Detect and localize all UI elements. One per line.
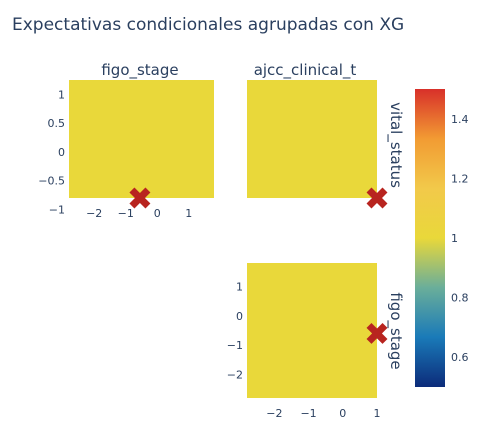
heatmap-cell (247, 80, 377, 198)
x-tick-label: −2 (86, 207, 102, 220)
y-tick-label: −0.5 (38, 175, 65, 188)
x-tick-label: 1 (374, 407, 381, 420)
x-tick-label: 0 (339, 407, 346, 420)
x-tick-label: 0 (154, 207, 161, 220)
data-point-marker[interactable] (129, 187, 151, 209)
y-tick-label: 0 (236, 310, 243, 323)
data-point-marker[interactable] (366, 187, 388, 209)
y-tick-label: −1 (227, 339, 243, 352)
y-tick-label: 0 (58, 146, 65, 159)
panel-figo-stage-row: −2 −1 0 1 1 0 −1 −2 (227, 263, 388, 420)
colorbar-tick-label: 1.2 (451, 172, 469, 185)
x-tick-label: −1 (300, 407, 316, 420)
colorbar: 0.6 0.8 1 1.2 1.4 (415, 89, 469, 387)
chart-title: Expectativas condicionales agrupadas con… (12, 15, 404, 35)
y-tick-label: −1 (49, 204, 65, 217)
facet-label-figo-stage-col: figo_stage (101, 61, 178, 80)
y-tick-label: 0.5 (48, 117, 66, 130)
heatmap-cell (247, 263, 377, 398)
data-point-marker[interactable] (366, 322, 388, 344)
colorbar-tick-label: 0.8 (451, 292, 469, 305)
colorbar-tick-label: 1 (451, 232, 458, 245)
x-tick-label: −2 (266, 407, 282, 420)
panel-figo-stage: −2 −1 0 1 1 0.5 0 −0.5 −1 (38, 80, 214, 220)
facet-label-ajcc-clinical-t-col: ajcc_clinical_t (254, 61, 357, 80)
colorbar-tick-label: 0.6 (451, 351, 469, 364)
y-tick-label: −2 (227, 369, 243, 382)
x-tick-label: 1 (185, 207, 192, 220)
heatmap-cell (69, 80, 214, 198)
facet-label-figo-stage-row: figo_stage (386, 292, 405, 369)
facet-label-vital-status-row: vital_status (386, 102, 405, 188)
colorbar-tick-label: 1.4 (451, 113, 469, 126)
y-tick-label: 1 (236, 280, 243, 293)
y-tick-label: 1 (58, 88, 65, 101)
x-tick-label: −1 (118, 207, 134, 220)
colorbar-gradient (415, 89, 445, 387)
panel-ajcc-clinical-t (247, 80, 388, 209)
